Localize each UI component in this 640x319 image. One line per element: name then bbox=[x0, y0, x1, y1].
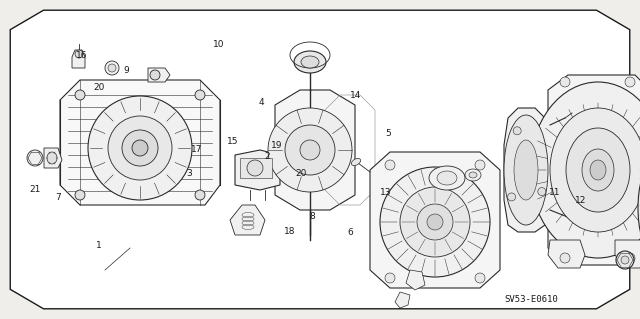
Ellipse shape bbox=[508, 193, 516, 201]
Text: 9: 9 bbox=[124, 66, 129, 75]
Ellipse shape bbox=[300, 140, 320, 160]
Ellipse shape bbox=[417, 204, 453, 240]
Ellipse shape bbox=[88, 96, 192, 200]
Ellipse shape bbox=[427, 214, 443, 230]
Ellipse shape bbox=[616, 251, 634, 269]
Ellipse shape bbox=[504, 115, 548, 225]
Text: 19: 19 bbox=[271, 141, 282, 150]
Ellipse shape bbox=[625, 253, 635, 263]
Ellipse shape bbox=[590, 160, 606, 180]
Ellipse shape bbox=[75, 50, 83, 58]
Polygon shape bbox=[60, 80, 220, 205]
Ellipse shape bbox=[621, 256, 629, 264]
Polygon shape bbox=[615, 240, 640, 268]
Ellipse shape bbox=[538, 188, 546, 196]
Ellipse shape bbox=[301, 56, 319, 68]
Ellipse shape bbox=[429, 166, 465, 190]
Ellipse shape bbox=[560, 253, 570, 263]
Text: 7: 7 bbox=[55, 193, 60, 202]
Text: 3: 3 bbox=[186, 169, 191, 178]
Ellipse shape bbox=[530, 82, 640, 258]
Ellipse shape bbox=[268, 108, 352, 192]
Ellipse shape bbox=[513, 127, 521, 135]
Ellipse shape bbox=[475, 160, 485, 170]
Ellipse shape bbox=[285, 125, 335, 175]
Ellipse shape bbox=[560, 77, 570, 87]
Polygon shape bbox=[44, 148, 62, 168]
Ellipse shape bbox=[550, 108, 640, 232]
Ellipse shape bbox=[385, 273, 395, 283]
Polygon shape bbox=[504, 108, 548, 232]
Polygon shape bbox=[406, 270, 425, 290]
Ellipse shape bbox=[27, 150, 43, 166]
Ellipse shape bbox=[75, 190, 85, 200]
Ellipse shape bbox=[385, 160, 395, 170]
Ellipse shape bbox=[108, 64, 116, 72]
Ellipse shape bbox=[75, 90, 85, 100]
Ellipse shape bbox=[132, 140, 148, 156]
Text: 18: 18 bbox=[284, 227, 295, 236]
Ellipse shape bbox=[294, 51, 326, 73]
Text: 2: 2 bbox=[265, 152, 270, 161]
Ellipse shape bbox=[105, 61, 119, 75]
Ellipse shape bbox=[247, 160, 263, 176]
Ellipse shape bbox=[47, 152, 57, 164]
Ellipse shape bbox=[195, 90, 205, 100]
Text: 5: 5 bbox=[386, 130, 391, 138]
Ellipse shape bbox=[625, 77, 635, 87]
Polygon shape bbox=[230, 205, 265, 235]
Bar bbox=[240, 158, 272, 178]
Polygon shape bbox=[548, 75, 640, 265]
Text: 10: 10 bbox=[213, 40, 225, 49]
Text: 11: 11 bbox=[549, 189, 561, 197]
Polygon shape bbox=[10, 10, 630, 309]
Ellipse shape bbox=[566, 128, 630, 212]
Text: 8: 8 bbox=[310, 212, 315, 221]
Text: 14: 14 bbox=[349, 91, 361, 100]
Ellipse shape bbox=[465, 169, 481, 181]
Ellipse shape bbox=[400, 187, 470, 257]
Text: 20: 20 bbox=[93, 83, 105, 92]
Text: SV53-E0610: SV53-E0610 bbox=[504, 295, 558, 304]
Ellipse shape bbox=[351, 159, 360, 166]
Polygon shape bbox=[370, 152, 500, 288]
Polygon shape bbox=[395, 292, 410, 308]
Ellipse shape bbox=[475, 273, 485, 283]
Text: 13: 13 bbox=[380, 189, 392, 197]
Text: 6: 6 bbox=[348, 228, 353, 237]
Text: 15: 15 bbox=[227, 137, 238, 146]
Ellipse shape bbox=[437, 171, 457, 185]
Text: 16: 16 bbox=[76, 51, 88, 60]
Ellipse shape bbox=[582, 149, 614, 191]
Ellipse shape bbox=[514, 140, 538, 200]
Polygon shape bbox=[548, 240, 585, 268]
Text: 17: 17 bbox=[191, 145, 203, 154]
Ellipse shape bbox=[150, 70, 160, 80]
Polygon shape bbox=[148, 68, 170, 82]
Text: 4: 4 bbox=[259, 98, 264, 107]
Ellipse shape bbox=[122, 130, 158, 166]
Polygon shape bbox=[72, 50, 85, 68]
Text: 12: 12 bbox=[575, 197, 587, 205]
Ellipse shape bbox=[638, 168, 640, 248]
Ellipse shape bbox=[469, 172, 477, 178]
Text: 1: 1 bbox=[97, 241, 102, 250]
Ellipse shape bbox=[108, 116, 172, 180]
Text: 21: 21 bbox=[29, 185, 41, 194]
Ellipse shape bbox=[380, 167, 490, 277]
Polygon shape bbox=[275, 90, 355, 210]
Polygon shape bbox=[235, 150, 280, 190]
Ellipse shape bbox=[195, 190, 205, 200]
Text: 20: 20 bbox=[295, 169, 307, 178]
